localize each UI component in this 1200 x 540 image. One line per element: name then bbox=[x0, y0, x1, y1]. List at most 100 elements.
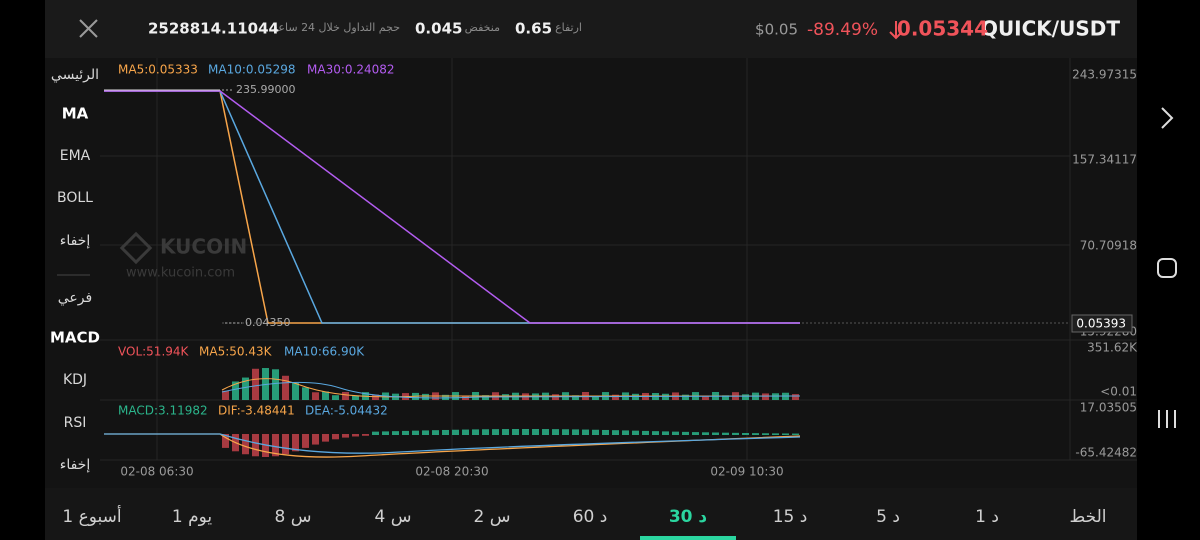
macd-bar bbox=[662, 431, 669, 435]
ma30-legend: MA30:0.24082 bbox=[307, 63, 395, 77]
macd-bar bbox=[722, 432, 729, 435]
macd-bar bbox=[582, 429, 589, 435]
low-label: منخفض bbox=[465, 21, 500, 34]
menu-hide[interactable]: إخفاء bbox=[60, 233, 91, 249]
macd-bar bbox=[732, 432, 739, 435]
macd-bar bbox=[672, 431, 679, 435]
macd-bar bbox=[372, 431, 379, 435]
volume-bar bbox=[772, 393, 779, 400]
dea-line bbox=[104, 433, 801, 454]
macd-bar bbox=[682, 431, 689, 435]
macd-bar bbox=[592, 429, 599, 435]
vol-legend: VOL:51.94K bbox=[118, 345, 190, 359]
volume-bar bbox=[312, 392, 319, 400]
macd-bar bbox=[222, 434, 229, 448]
macd-bar bbox=[782, 433, 789, 435]
macd-bar bbox=[742, 433, 749, 435]
macd-bar bbox=[492, 429, 499, 435]
macd-bar bbox=[362, 434, 369, 436]
macd-bar bbox=[772, 433, 779, 435]
macd-bar bbox=[392, 431, 399, 435]
volume-bar bbox=[242, 377, 249, 400]
timeframe-tab[interactable]: 8 س bbox=[275, 507, 312, 527]
min-marker: 0.04350 bbox=[245, 316, 291, 329]
macd-legend: MACD:3.11982 bbox=[118, 404, 208, 418]
menu-main: الرئيسي bbox=[51, 67, 99, 83]
timeframe-tab[interactable]: 2 س bbox=[474, 507, 511, 527]
volume-bar bbox=[792, 394, 799, 400]
macd-bar bbox=[412, 430, 419, 435]
menu-ema[interactable]: EMA bbox=[60, 148, 91, 164]
volume-bar bbox=[482, 395, 489, 400]
macd-bar bbox=[622, 430, 629, 435]
volume-bar bbox=[612, 394, 619, 400]
macd-bar bbox=[792, 433, 799, 435]
macd-bar bbox=[752, 433, 759, 435]
volume-bar bbox=[332, 395, 339, 400]
timeframe-tab[interactable]: 15 د bbox=[773, 507, 808, 527]
price: 0.05344 bbox=[897, 17, 988, 41]
timeframe-tab[interactable]: 30 د bbox=[669, 507, 708, 527]
vol-ma10-line bbox=[221, 381, 801, 399]
volume-bar bbox=[292, 382, 299, 400]
menu-sub-hide[interactable]: إخفاء bbox=[60, 457, 91, 473]
nav-forward[interactable] bbox=[1161, 107, 1174, 129]
nav-home[interactable] bbox=[1157, 258, 1177, 278]
volume-label: حجم التداول خلال 24 ساعة bbox=[273, 21, 400, 34]
volume-bar bbox=[742, 394, 749, 400]
ma10-legend: MA10:0.05298 bbox=[208, 63, 296, 77]
menu-kdj[interactable]: KDJ bbox=[63, 372, 87, 388]
macd-bar bbox=[442, 429, 449, 435]
macd-bar bbox=[612, 430, 619, 435]
tab-underline bbox=[640, 536, 736, 540]
timeframe-tab[interactable]: 5 د bbox=[876, 507, 900, 527]
change: -89.49% bbox=[807, 20, 878, 40]
timeframe-tab[interactable]: 1 يوم bbox=[172, 507, 213, 527]
macd-bar bbox=[302, 434, 309, 448]
close-button[interactable] bbox=[79, 19, 98, 38]
timeframe-tab[interactable]: 60 د bbox=[573, 507, 608, 527]
ma30-line bbox=[104, 90, 800, 324]
dif-legend: DIF:-3.48441 bbox=[218, 404, 295, 418]
volume-axis-label: 351.62K bbox=[1087, 341, 1138, 355]
ma5-legend: MA5:0.05333 bbox=[118, 63, 198, 77]
menu-boll[interactable]: BOLL bbox=[57, 190, 93, 206]
menu-macd[interactable]: MACD bbox=[50, 329, 100, 347]
macd-axis-label: -65.42482 bbox=[1075, 446, 1137, 460]
macd-bar bbox=[342, 434, 349, 438]
macd-bar bbox=[482, 429, 489, 435]
current-price-box bbox=[1071, 314, 1133, 333]
menu-ma[interactable]: MA bbox=[62, 105, 89, 123]
macd-bar bbox=[332, 434, 339, 440]
watermark-logo bbox=[119, 231, 153, 265]
macd-bar bbox=[692, 432, 699, 435]
price-axis-label: 157.34117 bbox=[1072, 153, 1137, 167]
tab-bar bbox=[45, 488, 1137, 540]
vol-ma5-legend: MA5:50.43K bbox=[199, 345, 273, 359]
macd-axis-label: 17.03505 bbox=[1080, 401, 1137, 415]
volume-bar bbox=[322, 391, 329, 400]
volume: 2528814.11044 bbox=[148, 20, 279, 38]
macd-bar bbox=[312, 434, 319, 445]
macd-bar bbox=[452, 429, 459, 435]
nav-recents[interactable] bbox=[1158, 410, 1176, 428]
macd-bar bbox=[602, 429, 609, 435]
macd-bar bbox=[572, 429, 579, 435]
macd-bar bbox=[562, 429, 569, 435]
volume-bar bbox=[252, 368, 259, 400]
volume-bar bbox=[422, 393, 429, 400]
macd-bar bbox=[472, 429, 479, 435]
macd-bar bbox=[292, 434, 299, 452]
menu-rsi[interactable]: RSI bbox=[64, 415, 87, 431]
volume-bar bbox=[372, 394, 379, 400]
macd-bar bbox=[642, 430, 649, 435]
volume-bar bbox=[272, 369, 279, 400]
timeframe-tab[interactable]: 1 د bbox=[975, 507, 999, 527]
macd-bar bbox=[652, 431, 659, 435]
timeframe-tab[interactable]: 4 س bbox=[375, 507, 412, 527]
timeframe-tab[interactable]: 1 أسبوع bbox=[62, 505, 121, 527]
price-axis-label: 243.97315 bbox=[1072, 68, 1137, 82]
timeframe-tab[interactable]: الخط bbox=[1069, 507, 1106, 527]
macd-bar bbox=[282, 434, 289, 455]
down-arrow bbox=[889, 21, 903, 40]
